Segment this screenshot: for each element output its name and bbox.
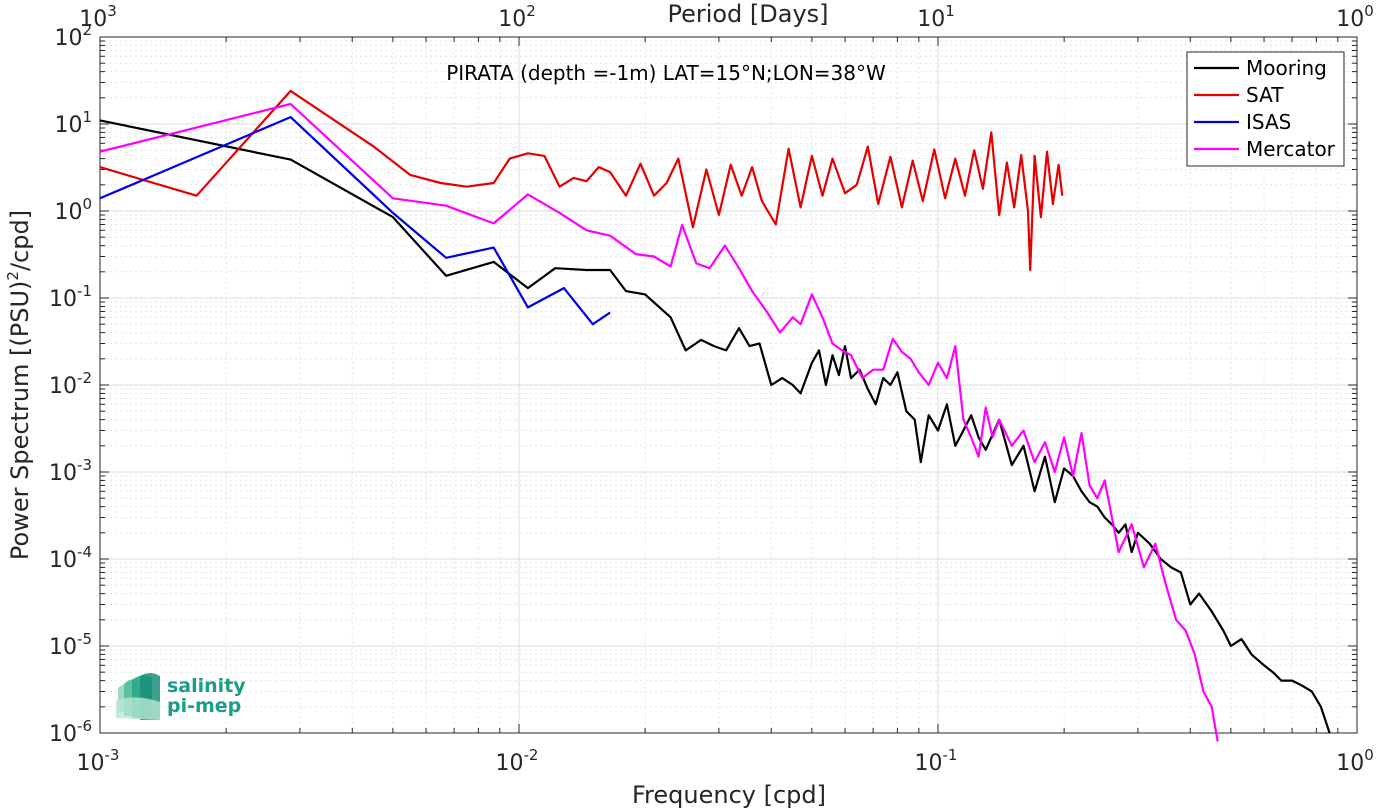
x-tick-label: 10-3: [77, 746, 120, 776]
legend-box: [1186, 51, 1345, 167]
logo-line2: pi-mep: [167, 695, 241, 717]
series-lines: [99, 89, 1331, 742]
series-line-sat: [99, 89, 1064, 272]
x-tick-label: 10-2: [496, 746, 539, 776]
legend-label: Mooring: [1246, 56, 1327, 80]
logo-icon: [116, 673, 160, 720]
y-tick-label: 10-6: [49, 717, 92, 747]
logo-line1: salinity: [167, 675, 246, 697]
y-tick-label: 102: [54, 21, 92, 51]
y-tick-label: 10-5: [49, 630, 92, 660]
x-tick-label: 100: [1336, 746, 1374, 776]
top-tick-label: 100: [1336, 2, 1374, 32]
chart-title: PIRATA (depth =-1m) LAT=15°N;LON=38°W: [446, 61, 886, 85]
legend: Mooring SAT ISAS Mercator: [1186, 51, 1345, 167]
top-tick-label: 103: [79, 2, 117, 32]
series-line-mooring: [99, 119, 1331, 734]
legend-label: ISAS: [1246, 110, 1291, 134]
x-tick-label: 10-1: [915, 746, 958, 776]
tick-marks: [99, 37, 1357, 734]
y-axis-label: Power Spectrum [(PSU)2/cpd]: [4, 210, 34, 560]
y-tick-label: 10-1: [49, 282, 92, 312]
top-tick-label: 101: [917, 2, 955, 32]
y-tick-label: 10-4: [49, 543, 92, 573]
y-tick-label: 100: [54, 195, 92, 225]
x-tick-labels: 10-3 10-2 10-1 100: [77, 746, 1374, 776]
x-axis-label: Frequency [cpd]: [632, 781, 826, 809]
top-tick-label: 102: [498, 2, 536, 32]
y-tick-label: 10-3: [49, 456, 92, 486]
y-tick-label: 101: [54, 108, 92, 138]
y-tick-label: 10-2: [49, 369, 92, 399]
top-tick-labels: 103 102 101 100: [79, 2, 1374, 32]
top-axis-label: Period [Days]: [667, 0, 828, 28]
legend-label: SAT: [1246, 83, 1284, 107]
series-line-isas: [99, 115, 611, 326]
series-line-mercator: [99, 102, 1219, 742]
legend-label: Mercator: [1246, 137, 1336, 161]
y-tick-labels: 102 101 100 10-1 10-2 10-3 10-4 10-5 10-6: [49, 21, 92, 747]
logo: salinity pi-mep: [116, 673, 246, 720]
